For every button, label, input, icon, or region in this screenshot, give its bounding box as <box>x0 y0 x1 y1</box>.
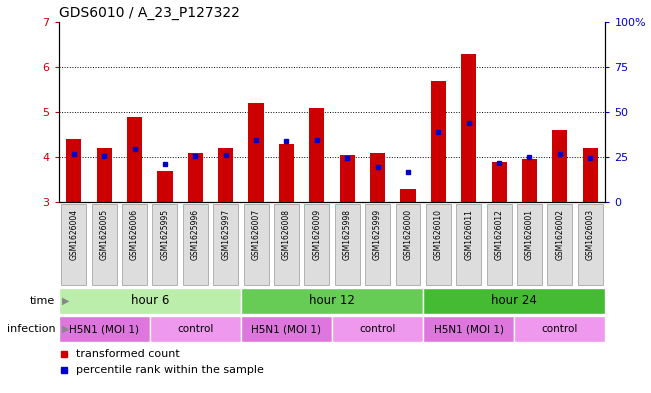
Text: GSM1626006: GSM1626006 <box>130 209 139 260</box>
FancyBboxPatch shape <box>332 316 423 342</box>
Text: GSM1626007: GSM1626007 <box>251 209 260 260</box>
Bar <box>96 148 112 202</box>
Text: GSM1626003: GSM1626003 <box>586 209 595 260</box>
FancyBboxPatch shape <box>241 316 332 342</box>
FancyBboxPatch shape <box>396 204 421 285</box>
Bar <box>431 81 446 202</box>
Bar <box>522 159 537 202</box>
Text: GSM1626002: GSM1626002 <box>555 209 564 260</box>
Bar <box>218 148 233 202</box>
Bar <box>400 189 415 202</box>
Text: ▶: ▶ <box>62 296 70 306</box>
Text: control: control <box>177 324 214 334</box>
FancyBboxPatch shape <box>578 204 603 285</box>
Text: GSM1625997: GSM1625997 <box>221 209 230 260</box>
FancyBboxPatch shape <box>214 204 238 285</box>
Text: H5N1 (MOI 1): H5N1 (MOI 1) <box>69 324 139 334</box>
FancyBboxPatch shape <box>59 316 150 342</box>
FancyBboxPatch shape <box>423 288 605 314</box>
Text: GSM1626010: GSM1626010 <box>434 209 443 260</box>
Text: infection: infection <box>7 324 55 334</box>
FancyBboxPatch shape <box>426 204 450 285</box>
FancyBboxPatch shape <box>365 204 390 285</box>
Text: time: time <box>30 296 55 306</box>
Text: GDS6010 / A_23_P127322: GDS6010 / A_23_P127322 <box>59 6 240 20</box>
FancyBboxPatch shape <box>547 204 572 285</box>
Text: GSM1626008: GSM1626008 <box>282 209 291 260</box>
FancyBboxPatch shape <box>243 204 268 285</box>
Bar <box>127 116 142 202</box>
Text: H5N1 (MOI 1): H5N1 (MOI 1) <box>251 324 322 334</box>
FancyBboxPatch shape <box>305 204 329 285</box>
FancyBboxPatch shape <box>274 204 299 285</box>
Text: GSM1625996: GSM1625996 <box>191 209 200 260</box>
FancyBboxPatch shape <box>335 204 359 285</box>
FancyBboxPatch shape <box>150 316 241 342</box>
Text: GSM1625995: GSM1625995 <box>160 209 169 260</box>
FancyBboxPatch shape <box>423 316 514 342</box>
FancyBboxPatch shape <box>122 204 147 285</box>
FancyBboxPatch shape <box>183 204 208 285</box>
Text: control: control <box>359 324 396 334</box>
Text: hour 6: hour 6 <box>131 294 169 307</box>
FancyBboxPatch shape <box>152 204 177 285</box>
Bar <box>552 130 568 202</box>
FancyBboxPatch shape <box>92 204 117 285</box>
Bar <box>187 152 203 202</box>
Text: GSM1626000: GSM1626000 <box>404 209 413 260</box>
Text: percentile rank within the sample: percentile rank within the sample <box>77 365 264 375</box>
Text: GSM1626009: GSM1626009 <box>312 209 322 260</box>
FancyBboxPatch shape <box>59 288 241 314</box>
Bar <box>340 155 355 202</box>
Bar <box>583 148 598 202</box>
Bar <box>492 162 506 202</box>
Bar <box>66 139 81 202</box>
FancyBboxPatch shape <box>241 288 423 314</box>
Bar <box>309 108 324 202</box>
FancyBboxPatch shape <box>517 204 542 285</box>
FancyBboxPatch shape <box>487 204 512 285</box>
Text: ▶: ▶ <box>62 324 70 334</box>
Text: H5N1 (MOI 1): H5N1 (MOI 1) <box>434 324 504 334</box>
Text: hour 12: hour 12 <box>309 294 355 307</box>
Text: GSM1626005: GSM1626005 <box>100 209 109 260</box>
Text: control: control <box>542 324 578 334</box>
Text: transformed count: transformed count <box>77 349 180 359</box>
FancyBboxPatch shape <box>61 204 86 285</box>
Text: hour 24: hour 24 <box>492 294 537 307</box>
Bar <box>370 152 385 202</box>
Bar <box>249 103 264 202</box>
FancyBboxPatch shape <box>456 204 481 285</box>
Text: GSM1626012: GSM1626012 <box>495 209 504 260</box>
Bar <box>158 171 173 202</box>
Text: GSM1625998: GSM1625998 <box>342 209 352 260</box>
Bar <box>461 53 477 202</box>
Text: GSM1625999: GSM1625999 <box>373 209 382 260</box>
Text: GSM1626011: GSM1626011 <box>464 209 473 260</box>
Bar <box>279 143 294 202</box>
Text: GSM1626001: GSM1626001 <box>525 209 534 260</box>
Text: GSM1626004: GSM1626004 <box>69 209 78 260</box>
FancyBboxPatch shape <box>514 316 605 342</box>
